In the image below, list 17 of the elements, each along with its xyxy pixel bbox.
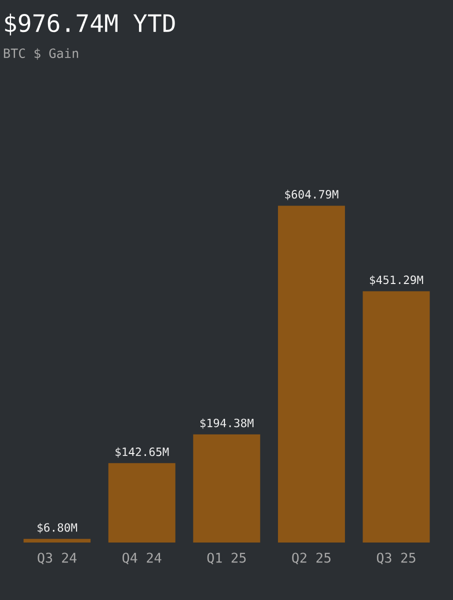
chart-subtitle: BTC $ Gain (4, 48, 78, 60)
x-tick-label: Q2 25 (292, 552, 330, 564)
x-tick-label: Q3 24 (38, 552, 76, 564)
x-tick-label: Q3 25 (376, 552, 416, 564)
bar (362, 291, 430, 543)
x-tick-label: Q4 24 (122, 552, 162, 564)
data-label: $142.65M (115, 447, 169, 458)
bar (23, 538, 90, 543)
bar (193, 434, 260, 543)
chart-title: $976.74M YTD (5, 14, 175, 36)
data-label: $451.29M (370, 275, 423, 286)
x-tick-label: Q1 25 (207, 552, 246, 564)
bar (108, 463, 176, 543)
data-label: $6.80M (37, 522, 77, 534)
data-label: $194.38M (200, 418, 254, 429)
data-label: $604.79M (285, 190, 338, 200)
bar (278, 206, 345, 543)
